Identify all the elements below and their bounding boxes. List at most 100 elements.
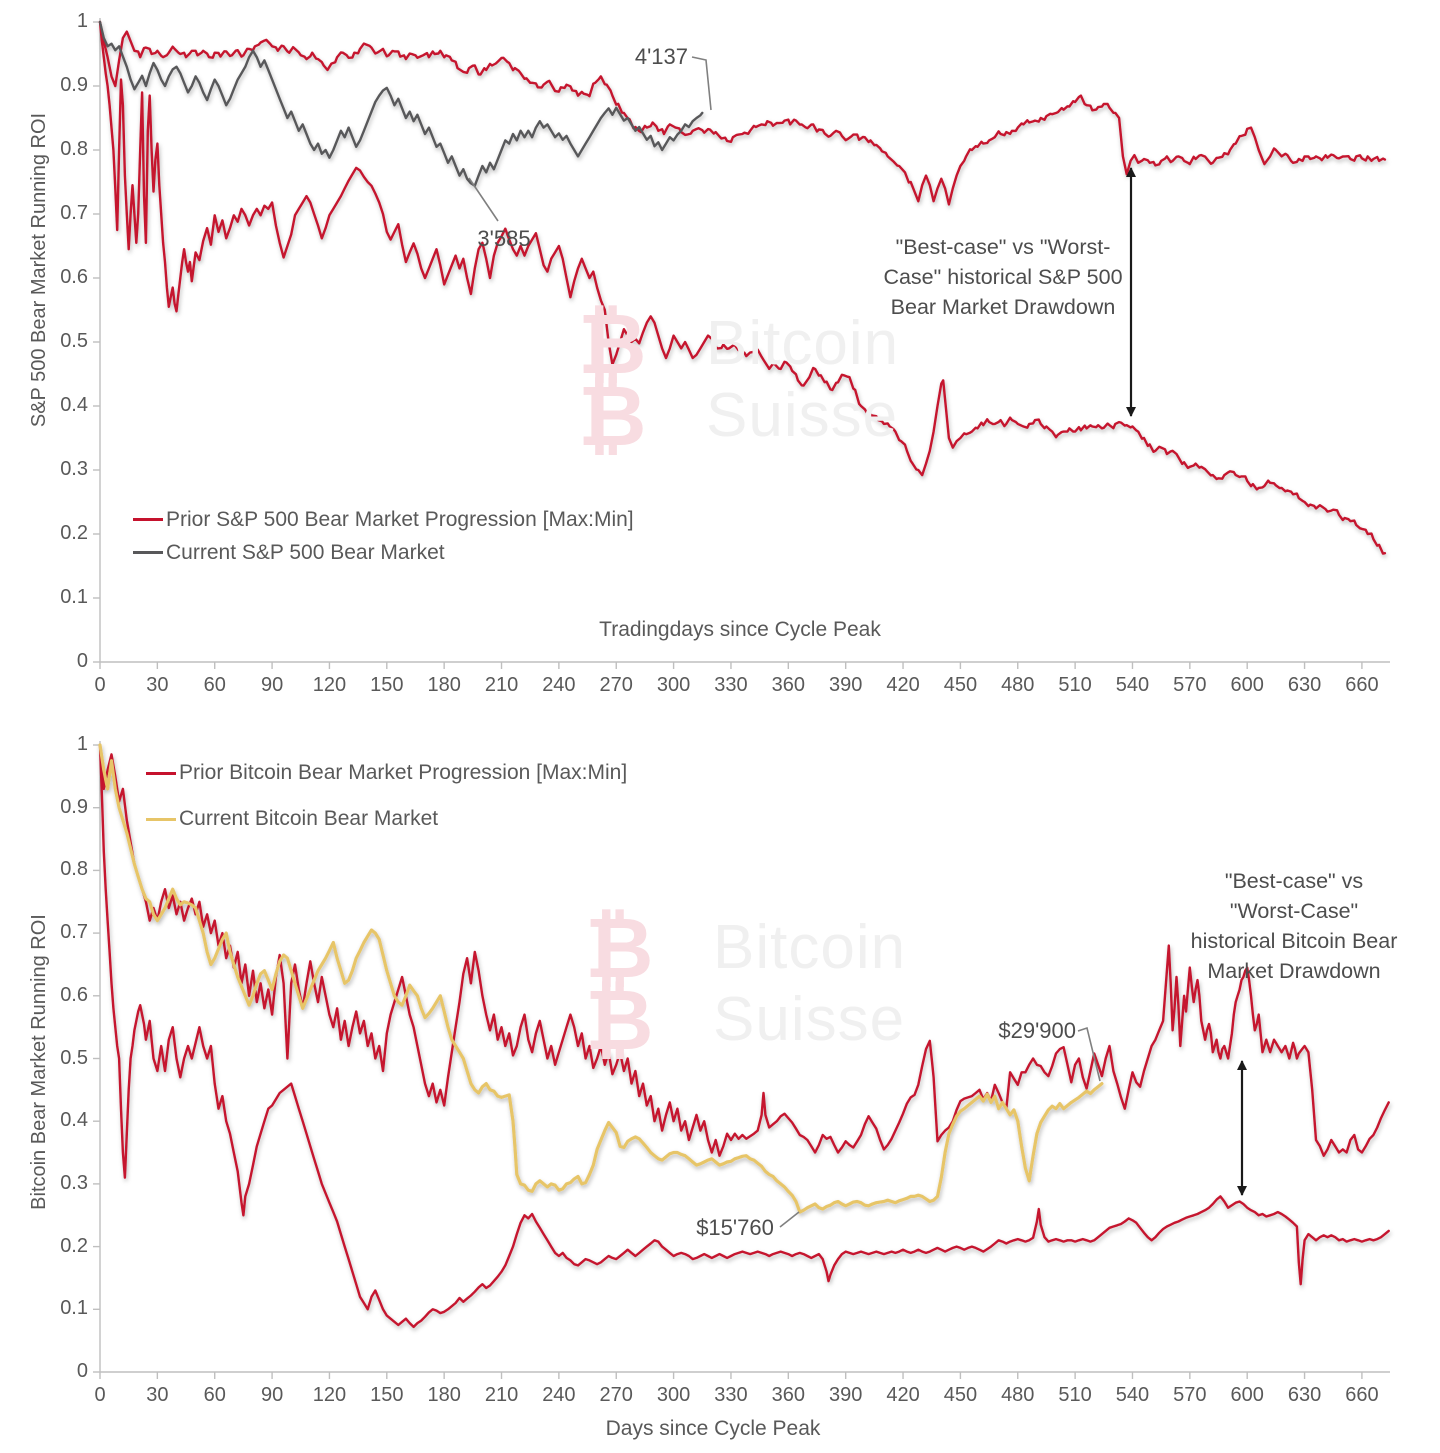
y-tick-label: 0.1 <box>60 1297 88 1320</box>
bitcoin-suisse-watermark: ₿ Bitcoin ₿ Suisse <box>578 297 900 463</box>
x-tick-label: 90 <box>260 1384 284 1406</box>
x-tick-label: 480 <box>1001 1384 1035 1406</box>
y-tick-label: 0.4 <box>60 394 88 416</box>
y-tick-label: 0.5 <box>60 330 88 352</box>
watermark-brand-word: Suisse <box>706 381 899 450</box>
x-tick-label: 210 <box>484 1384 519 1406</box>
y-tick-label: 0.2 <box>60 522 88 544</box>
annotation-leader-line <box>1077 1026 1101 1082</box>
x-tick-label: 120 <box>312 1384 347 1406</box>
bitcoin-suisse-logo-icon: ₿ <box>578 369 647 463</box>
y-tick-label: 0.9 <box>60 795 88 818</box>
legend-label: Current S&P 500 Bear Market <box>166 540 445 564</box>
legend-item-current-bitcoin: Current Bitcoin Bear Market <box>146 796 627 842</box>
sp500-current-line <box>98 20 704 188</box>
watermark-row: ₿ Bitcoin <box>585 901 907 995</box>
x-tick-label: 270 <box>599 674 633 696</box>
watermark-row: ₿ Suisse <box>585 973 906 1067</box>
x-tick-label: 570 <box>1173 674 1207 696</box>
x-tick-label: 540 <box>1115 674 1150 696</box>
y-tick-label: 0 <box>76 650 88 672</box>
x-tick-label: 660 <box>1345 1384 1379 1406</box>
legend-line-swatch <box>133 551 163 554</box>
y-tick-label: 0.2 <box>60 1234 88 1257</box>
bitcoin-historical-max-line <box>98 743 1390 1157</box>
bitcoin-current-line <box>98 743 1104 1214</box>
sp500-current-level-label: 4'137 <box>634 44 688 69</box>
bitcoin-historical-min-line <box>98 743 1390 1329</box>
y-tick-label: 1 <box>76 733 88 755</box>
x-tick-label: 60 <box>203 1384 226 1406</box>
sp500-historical-min-line <box>98 20 1387 555</box>
watermark-row: ₿ Bitcoin <box>578 297 900 391</box>
sp500-legend: Prior S&P 500 Bear Market Progression [M… <box>133 503 634 569</box>
y-tick-label: 0.7 <box>60 202 88 224</box>
x-tick-label: 180 <box>427 674 461 696</box>
x-tick-label: 240 <box>542 674 576 696</box>
x-tick-label: 630 <box>1287 1384 1322 1406</box>
legend-item-prior-bitcoin: Prior Bitcoin Bear Market Progression [M… <box>146 750 627 796</box>
x-tick-label: 390 <box>828 674 863 696</box>
x-tick-label: 450 <box>943 1384 978 1406</box>
sp500-x-axis-title: Tradingdays since Cycle Peak <box>599 618 881 641</box>
sp500-historical-max-line <box>98 20 1387 206</box>
x-tick-label: 420 <box>886 674 920 696</box>
x-tick-label: 0 <box>94 1384 106 1406</box>
y-tick-label: 0.7 <box>60 921 88 944</box>
x-tick-label: 270 <box>599 1384 633 1406</box>
x-tick-label: 30 <box>146 1384 169 1406</box>
x-tick-label: 60 <box>203 674 226 696</box>
bitcoin-current-level-label: $29'900 <box>998 1018 1076 1043</box>
legend-line-swatch <box>133 518 163 521</box>
y-tick-label: 0.9 <box>60 74 88 96</box>
watermark-row: ₿ Suisse <box>578 369 899 463</box>
x-tick-label: 600 <box>1230 1384 1264 1406</box>
y-tick-label: 0.8 <box>60 138 88 160</box>
x-tick-label: 150 <box>370 1384 404 1406</box>
x-tick-label: 120 <box>312 674 347 696</box>
x-tick-label: 0 <box>94 674 106 696</box>
series-group <box>98 743 1390 1329</box>
watermark-brand-word: Bitcoin <box>713 913 907 982</box>
sp500-low-level-label: 3'585 <box>477 226 531 251</box>
y-tick-label: 1 <box>76 10 88 32</box>
x-tick-label: 600 <box>1230 674 1264 696</box>
x-tick-label: 240 <box>542 1384 576 1406</box>
annotation-leader-line <box>691 56 712 111</box>
y-tick-label: 0 <box>76 1360 88 1382</box>
legend-label: Prior S&P 500 Bear Market Progression [M… <box>166 507 634 531</box>
watermark-brand-word: Bitcoin <box>706 309 900 378</box>
x-tick-label: 90 <box>260 674 284 696</box>
y-tick-label: 0.5 <box>60 1046 88 1069</box>
y-tick-label: 0.3 <box>60 458 88 480</box>
x-tick-label: 300 <box>656 674 691 696</box>
x-tick-label: 510 <box>1058 674 1092 696</box>
bitcoin-suisse-logo-icon: ₿ <box>585 901 654 995</box>
series-group <box>98 20 1387 555</box>
x-tick-label: 360 <box>771 674 805 696</box>
y-tick-label: 0.6 <box>60 983 88 1006</box>
bitcoin-suisse-watermark: ₿ Bitcoin ₿ Suisse <box>585 901 907 1067</box>
x-tick-label: 210 <box>484 674 519 696</box>
bitcoin-suisse-logo-icon: ₿ <box>578 297 647 391</box>
annotation-leader-line <box>779 1211 800 1228</box>
x-tick-label: 570 <box>1173 1384 1207 1406</box>
y-tick-label: 0.3 <box>60 1171 88 1194</box>
legend-item-current-sp500: Current S&P 500 Bear Market <box>133 536 634 569</box>
x-tick-label: 300 <box>656 1384 691 1406</box>
legend-line-swatch <box>146 817 176 821</box>
y-tick-label: 0.6 <box>60 266 88 288</box>
x-tick-label: 30 <box>146 674 169 696</box>
x-tick-label: 330 <box>714 674 748 696</box>
legend-line-swatch <box>146 771 176 775</box>
x-tick-label: 420 <box>886 1384 920 1406</box>
bitcoin-suisse-logo-icon: ₿ <box>585 973 654 1067</box>
legend-item-prior-sp500: Prior S&P 500 Bear Market Progression [M… <box>133 503 634 536</box>
x-tick-label: 660 <box>1345 674 1379 696</box>
annotation-leader-line <box>468 177 499 222</box>
x-tick-label: 540 <box>1115 1384 1150 1406</box>
x-tick-label: 510 <box>1058 1384 1092 1406</box>
x-tick-label: 390 <box>828 1384 863 1406</box>
